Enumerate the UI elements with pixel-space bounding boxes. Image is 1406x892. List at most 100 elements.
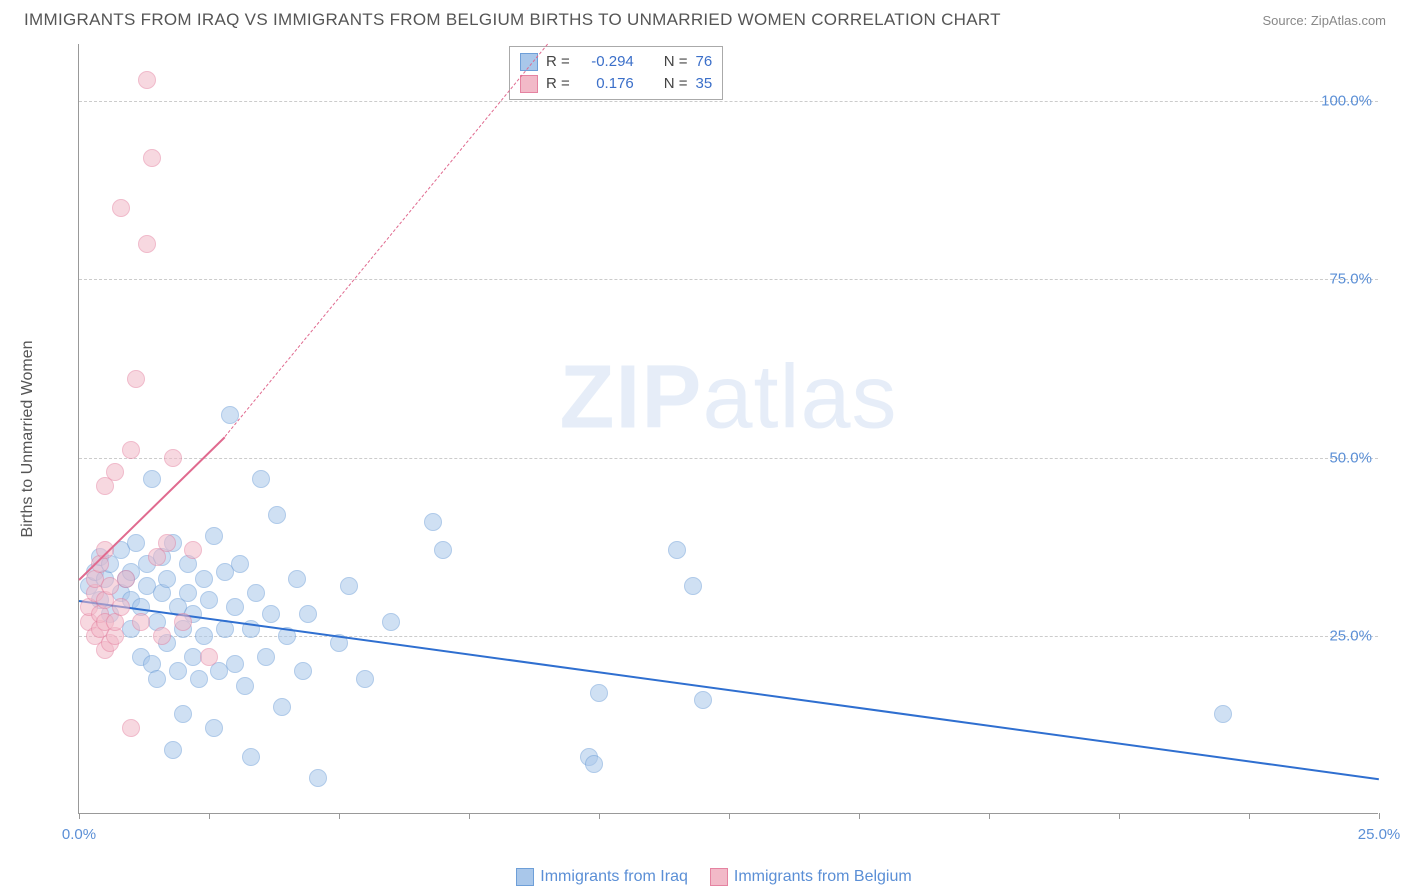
data-point bbox=[236, 677, 254, 695]
legend-n-value: 76 bbox=[696, 51, 713, 73]
data-point bbox=[424, 513, 442, 531]
series-legend: Immigrants from Iraq Immigrants from Belg… bbox=[0, 868, 1406, 886]
legend-n-label: N = bbox=[664, 73, 688, 95]
y-tick-label: 50.0% bbox=[1329, 449, 1372, 466]
chart-title: IMMIGRANTS FROM IRAQ VS IMMIGRANTS FROM … bbox=[24, 10, 1001, 30]
data-point bbox=[585, 755, 603, 773]
x-tick bbox=[989, 813, 990, 819]
data-point bbox=[684, 577, 702, 595]
x-tick bbox=[1249, 813, 1250, 819]
data-point bbox=[205, 527, 223, 545]
legend-label: Immigrants from Belgium bbox=[734, 868, 912, 885]
data-point bbox=[268, 506, 286, 524]
data-point bbox=[340, 577, 358, 595]
legend-r-value: -0.294 bbox=[578, 51, 634, 73]
data-point bbox=[112, 598, 130, 616]
data-point bbox=[200, 591, 218, 609]
x-tick bbox=[859, 813, 860, 819]
trendline-extension bbox=[224, 44, 547, 437]
data-point bbox=[138, 235, 156, 253]
gridline bbox=[79, 279, 1378, 280]
x-tick bbox=[209, 813, 210, 819]
x-tick bbox=[599, 813, 600, 819]
x-tick bbox=[79, 813, 80, 819]
data-point bbox=[148, 670, 166, 688]
data-point bbox=[299, 605, 317, 623]
legend-r-label: R = bbox=[546, 73, 570, 95]
data-point bbox=[262, 605, 280, 623]
data-point bbox=[169, 662, 187, 680]
gridline bbox=[79, 458, 1378, 459]
data-point bbox=[668, 541, 686, 559]
legend-label: Immigrants from Iraq bbox=[540, 868, 688, 885]
data-point bbox=[127, 370, 145, 388]
gridline bbox=[79, 636, 1378, 637]
correlation-legend: R = -0.294 N = 76 R = 0.176 N = 35 bbox=[509, 46, 723, 100]
data-point bbox=[117, 570, 135, 588]
data-point bbox=[190, 670, 208, 688]
chart-source: Source: ZipAtlas.com bbox=[1262, 13, 1386, 28]
data-point bbox=[96, 541, 114, 559]
data-point bbox=[205, 719, 223, 737]
x-tick-label: 0.0% bbox=[62, 826, 96, 843]
data-point bbox=[158, 570, 176, 588]
data-point bbox=[252, 470, 270, 488]
legend-n-label: N = bbox=[664, 51, 688, 73]
data-point bbox=[164, 741, 182, 759]
data-point bbox=[309, 769, 327, 787]
legend-r-value: 0.176 bbox=[578, 73, 634, 95]
data-point bbox=[382, 613, 400, 631]
data-point bbox=[1214, 705, 1232, 723]
data-point bbox=[138, 71, 156, 89]
legend-row: R = -0.294 N = 76 bbox=[520, 51, 712, 73]
data-point bbox=[694, 691, 712, 709]
data-point bbox=[195, 627, 213, 645]
data-point bbox=[356, 670, 374, 688]
data-point bbox=[122, 719, 140, 737]
watermark-bold: ZIP bbox=[559, 347, 702, 447]
data-point bbox=[200, 648, 218, 666]
data-point bbox=[247, 584, 265, 602]
data-point bbox=[434, 541, 452, 559]
data-point bbox=[143, 470, 161, 488]
data-point bbox=[127, 534, 145, 552]
legend-swatch bbox=[520, 75, 538, 93]
x-tick bbox=[729, 813, 730, 819]
data-point bbox=[112, 199, 130, 217]
data-point bbox=[231, 555, 249, 573]
data-point bbox=[106, 463, 124, 481]
data-point bbox=[226, 598, 244, 616]
x-tick bbox=[339, 813, 340, 819]
y-axis-title: Births to Unmarried Women bbox=[19, 340, 37, 537]
data-point bbox=[158, 534, 176, 552]
data-point bbox=[122, 441, 140, 459]
data-point bbox=[294, 662, 312, 680]
data-point bbox=[257, 648, 275, 666]
legend-r-label: R = bbox=[546, 51, 570, 73]
data-point bbox=[273, 698, 291, 716]
data-point bbox=[242, 748, 260, 766]
trendline bbox=[79, 600, 1379, 780]
plot-area: ZIPatlas R = -0.294 N = 76 R = 0.176 N = 35 25.… bbox=[78, 44, 1378, 814]
x-tick bbox=[1119, 813, 1120, 819]
y-tick-label: 75.0% bbox=[1329, 271, 1372, 288]
legend-swatch bbox=[520, 53, 538, 71]
watermark: ZIPatlas bbox=[559, 346, 897, 449]
legend-swatch bbox=[710, 868, 728, 886]
x-tick-label: 25.0% bbox=[1358, 826, 1401, 843]
data-point bbox=[288, 570, 306, 588]
chart-header: IMMIGRANTS FROM IRAQ VS IMMIGRANTS FROM … bbox=[0, 0, 1406, 36]
data-point bbox=[226, 655, 244, 673]
gridline bbox=[79, 101, 1378, 102]
data-point bbox=[590, 684, 608, 702]
data-point bbox=[184, 541, 202, 559]
legend-row: R = 0.176 N = 35 bbox=[520, 73, 712, 95]
x-tick bbox=[1379, 813, 1380, 819]
y-tick-label: 100.0% bbox=[1321, 93, 1372, 110]
data-point bbox=[195, 570, 213, 588]
legend-swatch bbox=[516, 868, 534, 886]
legend-n-value: 35 bbox=[696, 73, 713, 95]
y-tick-label: 25.0% bbox=[1329, 627, 1372, 644]
watermark-rest: atlas bbox=[702, 347, 897, 447]
data-point bbox=[179, 584, 197, 602]
